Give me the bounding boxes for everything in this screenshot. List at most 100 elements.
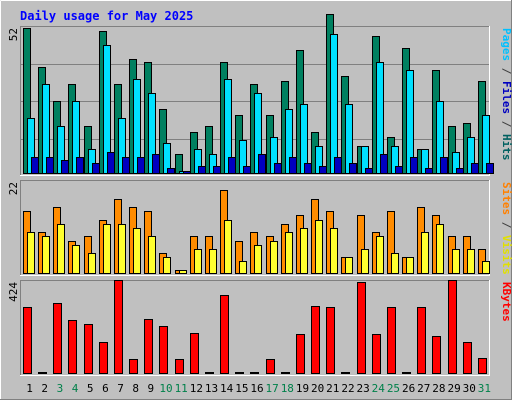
visits-bar-sites-day-28 [436, 224, 444, 274]
visits-bar-sites-day-24 [376, 236, 384, 274]
hits-bar-pages-day-15 [243, 166, 251, 174]
day-label: 19 [296, 382, 309, 395]
kbytes-bar-kbytes-day-25 [387, 307, 396, 374]
visits-bar-sites-day-5 [88, 253, 96, 274]
visits-bar-sites-day-31 [482, 261, 490, 274]
kbytes-bar-kbytes-day-15 [235, 372, 244, 374]
day-label: 14 [220, 382, 234, 395]
day-label: 18 [281, 382, 294, 395]
day-label: 12 [190, 382, 203, 395]
day-label: 27 [417, 382, 430, 395]
visits-bar-sites-day-10 [163, 257, 171, 274]
day-label: 17 [266, 382, 279, 395]
visits-series-legend: Sites / Visits [500, 182, 512, 275]
kbytes-bar-kbytes-day-9 [144, 319, 153, 374]
visits-bar-sites-day-3 [57, 224, 65, 274]
visits-bar-sites-day-17 [270, 241, 278, 274]
hits-panel: 52 Pages / Files / Hits [7, 14, 512, 176]
hits-bar-pages-day-31 [486, 163, 494, 174]
hits-legend-part: Files [500, 81, 512, 114]
visits-bar-sites-day-6 [103, 224, 111, 274]
day-label: 5 [87, 382, 94, 395]
chart-title: Daily usage for May 2025 [20, 9, 193, 23]
day-label: 2 [41, 382, 48, 395]
kbytes-bar-kbytes-day-20 [311, 306, 320, 374]
hits-bar-pages-day-16 [258, 154, 266, 174]
visits-bar-sites-day-4 [72, 245, 80, 274]
day-label: 29 [447, 382, 460, 395]
hits-bar-pages-day-20 [319, 166, 327, 174]
visits-bar-sites-day-12 [194, 249, 202, 274]
day-label: 20 [311, 382, 324, 395]
kbytes-scale-label: 424 [7, 282, 20, 302]
kbytes-bar-kbytes-day-4 [68, 320, 77, 374]
visits-bar-sites-day-9 [148, 236, 156, 274]
hits-bar-pages-day-10 [167, 168, 175, 174]
hits-bar-pages-day-2 [46, 157, 54, 174]
hits-bar-pages-day-18 [289, 157, 297, 174]
visits-bar-sites-day-19 [300, 228, 308, 274]
hits-bar-pages-day-13 [213, 166, 221, 174]
hits-scale-label: 52 [7, 28, 20, 41]
kbytes-bar-kbytes-day-13 [205, 372, 214, 374]
hits-bar-pages-day-28 [440, 157, 448, 174]
day-label: 11 [175, 382, 188, 395]
day-label: 31 [478, 382, 491, 395]
hits-bar-pages-day-8 [137, 157, 145, 174]
kbytes-bar-kbytes-day-24 [372, 334, 381, 374]
day-label: 7 [117, 382, 124, 395]
kbytes-panel: 424 KBytes [7, 280, 512, 376]
visits-bar-sites-day-2 [42, 236, 50, 274]
kbytes-bar-kbytes-day-23 [357, 282, 366, 374]
visits-legend-part: Sites [500, 182, 512, 215]
kbytes-bar-kbytes-day-12 [190, 333, 199, 374]
kbytes-bar-kbytes-day-17 [266, 359, 275, 374]
visits-bar-sites-day-20 [315, 220, 323, 274]
hits-legend-part: / [500, 114, 512, 134]
visits-bar-sites-day-26 [406, 257, 414, 274]
visits-series-sites [27, 220, 490, 274]
day-label: 9 [148, 382, 155, 395]
hits-bar-hits-day-11 [175, 154, 183, 174]
kbytes-bar-kbytes-day-11 [175, 359, 184, 374]
visits-bar-sites-day-8 [133, 228, 141, 274]
visits-bar-sites-day-13 [209, 249, 217, 274]
kbytes-bar-kbytes-day-8 [129, 359, 138, 374]
day-label: 22 [341, 382, 354, 395]
hits-bar-files-day-21 [330, 34, 338, 174]
day-label: 13 [205, 382, 218, 395]
hits-bar-pages-day-14 [228, 157, 236, 174]
kbytes-bar-kbytes-day-2 [38, 372, 47, 374]
visits-bar-sites-day-21 [330, 228, 338, 274]
visits-bar-sites-day-25 [391, 253, 399, 274]
hits-bar-pages-day-7 [122, 157, 130, 174]
kbytes-bar-kbytes-day-19 [296, 334, 305, 374]
kbytes-plot-area [20, 280, 490, 376]
hits-bar-pages-day-30 [471, 163, 479, 174]
visits-bar-sites-day-30 [467, 249, 475, 274]
hits-legend-part: / [500, 61, 512, 81]
visits-bar-sites-day-1 [27, 232, 35, 274]
hits-bar-pages-day-9 [152, 154, 160, 174]
kbytes-bar-kbytes-day-27 [417, 307, 426, 374]
kbytes-bar-kbytes-day-28 [432, 336, 441, 374]
visits-panel: 22 Sites / Visits [7, 180, 512, 276]
hits-bar-pages-day-12 [198, 166, 206, 174]
visits-bar-sites-day-27 [421, 232, 429, 274]
hits-bar-pages-day-23 [365, 168, 373, 174]
kbytes-bar-kbytes-day-16 [250, 372, 259, 374]
day-label: 30 [463, 382, 476, 395]
visits-bar-sites-day-18 [285, 232, 293, 274]
visits-bar-sites-day-23 [361, 249, 369, 274]
kbytes-bar-kbytes-day-26 [402, 372, 411, 374]
kbytes-bar-kbytes-day-1 [23, 307, 32, 374]
visits-bar-sites-day-29 [452, 249, 460, 274]
day-label: 21 [326, 382, 339, 395]
kbytes-series-kbytes [23, 280, 487, 374]
hits-bar-pages-day-6 [107, 152, 115, 174]
visits-legend-part: / [500, 215, 512, 235]
kbytes-bar-kbytes-day-14 [220, 295, 229, 374]
visits-bar-sites-day-14 [224, 220, 232, 274]
visits-bar-sites-day-22 [345, 257, 353, 274]
